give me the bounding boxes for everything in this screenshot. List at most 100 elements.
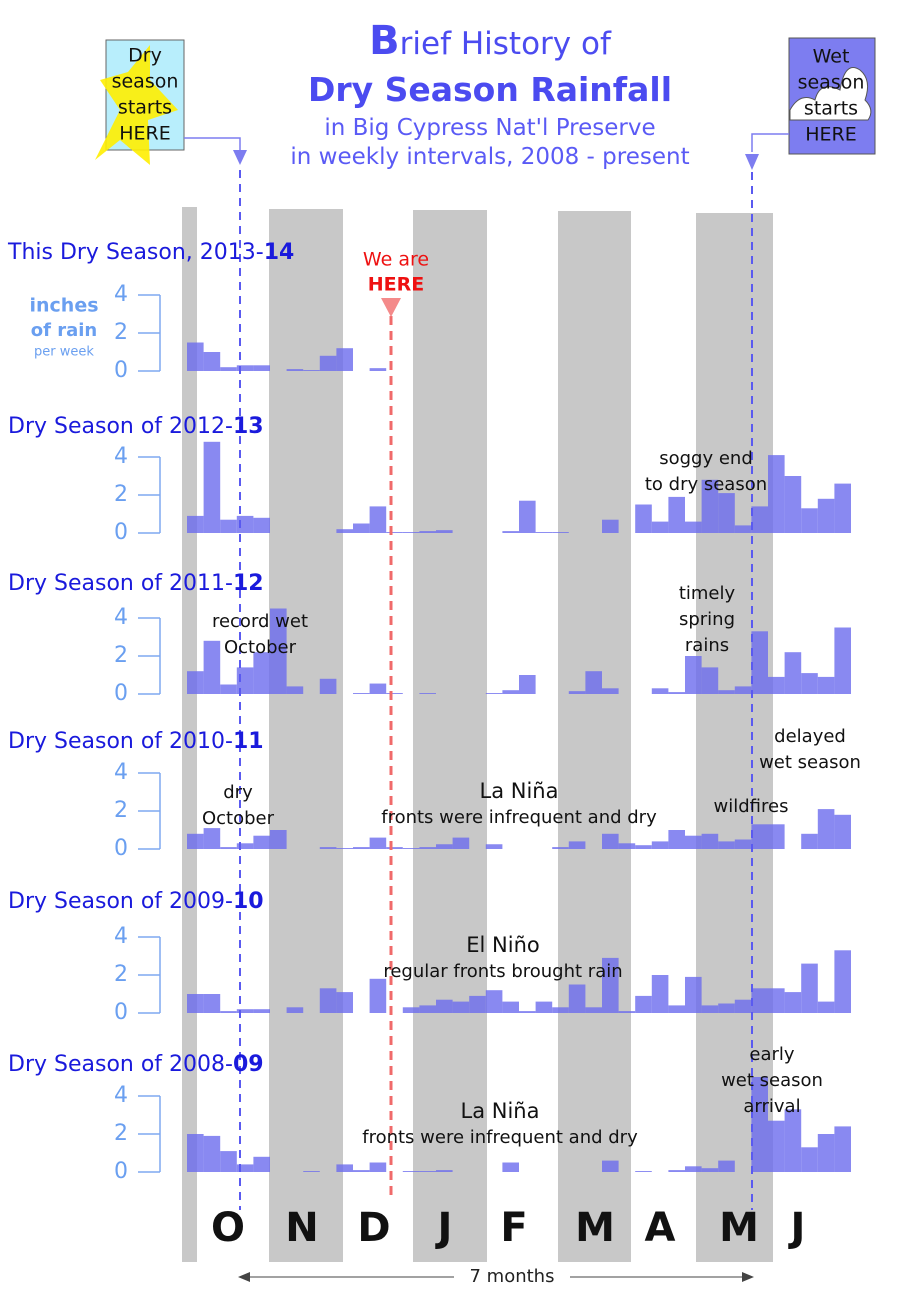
y-axis-label: inches: [29, 295, 98, 317]
bar: [668, 692, 685, 694]
here-arrow: [381, 298, 401, 317]
y-tick-label: 2: [114, 482, 128, 507]
bar: [685, 1166, 702, 1172]
bar: [203, 640, 221, 694]
bar: [585, 1007, 602, 1013]
bar: [203, 994, 221, 1013]
bar: [751, 631, 768, 694]
bar: [436, 1170, 453, 1172]
annotation: fronts were infrequent and dry: [362, 1127, 638, 1148]
subtitle-line: in weekly intervals, 2008 - present: [290, 144, 690, 170]
bar: [187, 515, 204, 533]
dry-box-text: HERE: [119, 123, 171, 145]
bar: [801, 1147, 818, 1172]
bar: [602, 519, 619, 533]
bar: [768, 1120, 785, 1172]
bar: [552, 1007, 569, 1013]
y-tick-label: 0: [114, 1000, 128, 1025]
bar: [353, 523, 370, 533]
bar: [436, 999, 453, 1013]
bar: [369, 837, 387, 849]
cloud: [789, 67, 872, 121]
bar: [286, 686, 304, 694]
bar: [236, 843, 254, 849]
bar: [402, 1171, 420, 1172]
bar: [734, 686, 752, 694]
bar: [469, 995, 486, 1013]
bar: [203, 828, 221, 849]
bar: [618, 1011, 636, 1013]
y-tick-label: 2: [114, 1121, 128, 1146]
bar: [834, 483, 851, 533]
bar: [253, 652, 270, 694]
panel-title-year: 12: [233, 571, 264, 596]
bar: [817, 676, 835, 694]
bar: [751, 824, 768, 849]
annotation: wet season: [721, 1070, 823, 1091]
y-tick-label: 0: [114, 1159, 128, 1184]
annotation: to dry season: [645, 474, 767, 495]
bar: [635, 1171, 652, 1172]
bar: [485, 693, 503, 694]
month-label: N: [285, 1205, 318, 1251]
annotation: October: [224, 637, 297, 658]
bar: [319, 355, 337, 371]
month-label: J: [435, 1205, 453, 1251]
panel-title-year: 14: [264, 240, 295, 265]
annotation: El Niño: [466, 933, 539, 957]
bar: [651, 975, 669, 1013]
bar: [768, 676, 785, 694]
bar: [220, 367, 237, 371]
bar: [220, 847, 237, 849]
bar: [668, 1170, 685, 1172]
panel-title-year: 11: [233, 729, 264, 754]
bar: [303, 370, 320, 371]
bar: [834, 627, 851, 694]
bar: [602, 833, 619, 849]
bar: [751, 1077, 768, 1172]
annotation: fronts were infrequent and dry: [381, 807, 657, 828]
bar: [369, 1162, 387, 1172]
bar: [801, 508, 818, 533]
bar: [701, 1168, 719, 1172]
bar: [602, 957, 619, 1013]
y-tick-label: 4: [114, 282, 128, 307]
panel-title-text: This Dry Season, 2013-: [7, 240, 264, 265]
bar: [718, 1003, 735, 1013]
bar: [187, 342, 204, 371]
panel-title: Dry Season of 2009-10: [8, 889, 264, 914]
bar: [253, 835, 270, 849]
bar: [253, 517, 270, 533]
bar: [203, 352, 221, 371]
bar: [236, 365, 254, 371]
bar: [386, 532, 403, 533]
subtitle: Dry Season Rainfall: [307, 70, 673, 109]
sun: [95, 45, 178, 165]
bar: [353, 847, 370, 849]
bar: [187, 833, 204, 849]
annotation: timely: [679, 583, 736, 604]
bars: [187, 342, 851, 1172]
month-label: A: [645, 1205, 676, 1251]
bar: [402, 532, 420, 533]
bar: [336, 992, 353, 1013]
bar: [651, 521, 669, 533]
bar: [817, 498, 835, 533]
bar: [369, 978, 387, 1013]
annotation: arrival: [743, 1096, 800, 1117]
month-label: D: [357, 1205, 390, 1251]
y-tick-label: 0: [114, 358, 128, 383]
bar: [834, 1126, 851, 1172]
annotation: regular fronts brought rain: [383, 961, 622, 982]
bar: [668, 830, 685, 849]
bar: [436, 844, 453, 849]
bar: [303, 1171, 320, 1172]
bar: [220, 519, 237, 533]
y-tick-label: 0: [114, 836, 128, 861]
bar: [734, 839, 752, 849]
bar: [718, 841, 735, 849]
bar: [801, 833, 818, 849]
annotation: dry: [223, 782, 253, 803]
panel-title: Dry Season of 2010-11: [8, 729, 264, 754]
bar: [336, 348, 353, 371]
